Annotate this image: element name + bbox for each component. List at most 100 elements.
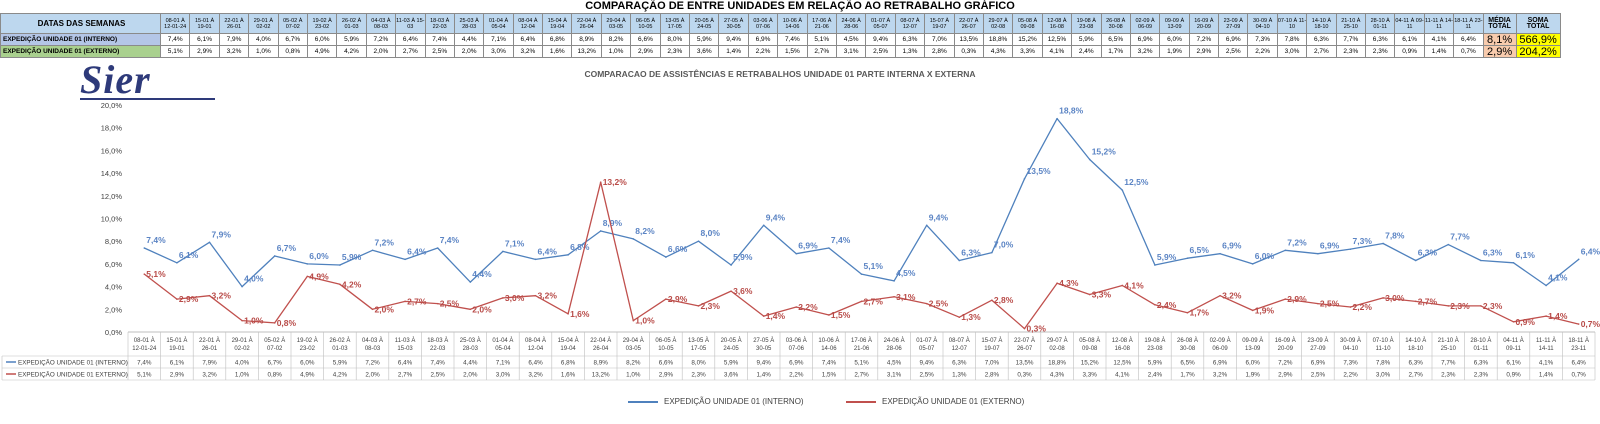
- x-tick-label: 08-07 À 12-07: [949, 337, 970, 352]
- data-point: [925, 224, 928, 227]
- table-cell: 2,3%: [659, 45, 691, 58]
- data-label: 3,2%: [538, 291, 558, 301]
- data-label: 7,4%: [440, 235, 460, 245]
- datatable-value: 2,5%: [920, 372, 935, 379]
- data-point: [273, 255, 276, 257]
- datatable-value: 6,7%: [268, 360, 283, 367]
- x-tick-label: 04-03 À 08-03: [362, 337, 383, 352]
- datatable-value: 7,0%: [985, 360, 1000, 367]
- data-label: 13,5%: [1027, 166, 1052, 176]
- period-header: 29-01 À 02-02: [248, 13, 279, 34]
- datatable-value: 6,4%: [1572, 360, 1587, 367]
- data-point: [632, 319, 635, 322]
- data-label: 1,6%: [570, 309, 590, 319]
- data-label: 6,8%: [570, 242, 590, 252]
- y-tick-label: 12,0%: [101, 192, 123, 201]
- table-cell: 4,9%: [306, 45, 338, 58]
- data-point: [665, 298, 667, 300]
- data-label: 1,3%: [961, 312, 981, 322]
- table-cell: 2,5%: [424, 45, 455, 58]
- x-tick-label: 01-04 À 05-04: [492, 337, 513, 352]
- datatable-value: 12,5%: [1113, 360, 1131, 367]
- data-label: 1,0%: [635, 316, 655, 326]
- data-label: 1,7%: [1190, 308, 1210, 318]
- datatable-value: 6,5%: [1180, 360, 1195, 367]
- logo-underline: [80, 98, 215, 100]
- data-label: 6,3%: [1418, 247, 1438, 257]
- table-cell: 13,2%: [571, 45, 602, 58]
- data-point: [1447, 243, 1450, 246]
- data-point: [1349, 248, 1352, 250]
- period-header: 30-09 À 04-10: [1247, 13, 1278, 34]
- data-label: 6,5%: [1190, 245, 1210, 255]
- data-label: 12,5%: [1124, 177, 1149, 187]
- data-label: 13,2%: [603, 177, 628, 187]
- datatable-value: 7,3%: [1343, 360, 1358, 367]
- table-cell: 4,4%: [453, 33, 485, 46]
- data-point: [1219, 252, 1221, 255]
- datatable-value: 7,7%: [1441, 360, 1456, 367]
- data-label: 6,1%: [179, 250, 199, 260]
- weekly-data-table: DATAS DAS SEMANAS 08-01 À 12-01-24 15-01 …: [0, 13, 1561, 58]
- datatable-value: 2,0%: [463, 372, 478, 379]
- x-tick-label: 22-01 À 26-01: [199, 337, 220, 352]
- table-cell: 2,0%: [365, 45, 397, 58]
- data-point: [502, 250, 504, 253]
- x-tick-label: 29-01 À 02-02: [232, 337, 253, 352]
- data-point: [1545, 315, 1547, 317]
- data-label: 7,9%: [212, 229, 232, 239]
- data-label: 2,5%: [929, 299, 949, 309]
- data-point: [958, 316, 961, 319]
- datatable-value: 7,1%: [496, 360, 511, 367]
- datatable-series-name: EXPEDIÇÃO UNIDADE 01 (INTERNO): [18, 358, 128, 367]
- datatable-value: 5,9%: [1148, 360, 1163, 367]
- media-total-header: MÉDIA TOTAL: [1482, 13, 1517, 34]
- data-label: 4,3%: [1059, 278, 1079, 288]
- datatable-value: 2,5%: [431, 372, 446, 379]
- legend-item-interno: EXPEDIÇÃO UNIDADE 01 (INTERNO): [628, 395, 804, 409]
- x-tick-label: 09-09 À 13-09: [1242, 337, 1263, 352]
- data-label: 4,5%: [896, 268, 916, 278]
- datatable-value: 1,7%: [1180, 372, 1195, 379]
- datatable-value: 6,8%: [561, 360, 576, 367]
- data-point: [1447, 305, 1450, 307]
- data-label: 6,3%: [1483, 247, 1503, 257]
- data-point: [143, 247, 146, 249]
- data-point: [1088, 293, 1091, 296]
- data-label: 0,7%: [1581, 319, 1600, 329]
- datatable-value: 2,8%: [985, 372, 1000, 379]
- data-label: 7,2%: [375, 237, 395, 247]
- data-point: [795, 306, 798, 308]
- datatable-value: 2,7%: [1409, 372, 1424, 379]
- data-label: 15,2%: [1092, 146, 1117, 156]
- data-label: 6,4%: [407, 246, 427, 256]
- y-tick-label: 10,0%: [101, 215, 123, 224]
- data-label: 2,7%: [864, 296, 884, 306]
- data-label: 7,2%: [1287, 237, 1307, 247]
- datatable-value: 6,4%: [398, 360, 413, 367]
- row-label-externo: EXPEDIÇÃO UNIDADE 01 (EXTERNO): [0, 45, 161, 58]
- x-tick-label: 15-01 À 19-01: [166, 337, 187, 352]
- datatable-value: 7,2%: [1278, 360, 1293, 367]
- data-point: [1480, 259, 1482, 262]
- data-point: [208, 294, 211, 297]
- period-header: 23-09 À 27-09: [1218, 13, 1249, 34]
- x-tick-label: 15-04 À 19-04: [558, 337, 579, 352]
- data-point: [241, 285, 243, 288]
- datatable-value: 6,9%: [789, 360, 804, 367]
- data-point: [991, 299, 993, 302]
- chart-title: COMPARACAO DE ASSISTÊNCIAS E RETRABALHOS…: [584, 68, 975, 79]
- data-point: [404, 258, 406, 261]
- data-point: [469, 281, 472, 283]
- datatable-value: 2,3%: [1441, 372, 1456, 379]
- data-point: [1349, 306, 1352, 308]
- x-tick-label: 29-04 À 03-05: [623, 337, 644, 352]
- data-label: 5,1%: [146, 269, 166, 279]
- datatable-value: 3,6%: [724, 372, 739, 379]
- x-tick-label: 06-05 À 10-05: [655, 337, 676, 352]
- page-title: COMPARAÇÃO DE ENTRE UNIDADES EM RELAÇÃO …: [585, 0, 1015, 12]
- datatable-value: 3,0%: [1376, 372, 1391, 379]
- data-label: 3,0%: [505, 293, 525, 303]
- datatable-value: 4,2%: [333, 372, 348, 379]
- table-cell: 1,4%: [718, 45, 749, 58]
